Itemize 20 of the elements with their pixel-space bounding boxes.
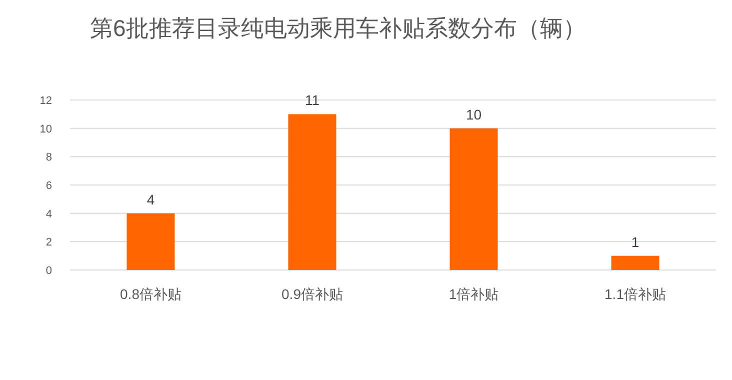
x-tick-label: 1.1倍补贴: [604, 286, 666, 302]
data-label: 10: [466, 106, 482, 122]
bar: [450, 128, 498, 270]
y-tick-label: 10: [40, 123, 52, 136]
y-tick-label: 12: [40, 95, 52, 107]
x-tick-label: 1倍补贴: [448, 286, 499, 302]
x-tick-label: 0.9倍补贴: [282, 286, 343, 302]
bar: [126, 213, 175, 270]
y-tick-label: 2: [46, 236, 52, 249]
y-tick-label: 4: [46, 208, 52, 220]
y-tick-label: 8: [46, 152, 52, 164]
y-tick-label: 6: [46, 180, 52, 192]
x-tick-label: 0.8倍补贴: [120, 286, 182, 302]
bar: [611, 256, 660, 270]
y-tick-label: 0: [46, 265, 52, 277]
data-label: 11: [304, 92, 320, 108]
data-label: 1: [631, 234, 640, 250]
chart-title: 第6批推荐目录纯电动乘用车补贴系数分布（辆）: [90, 15, 586, 41]
data-label: 4: [146, 191, 155, 208]
bar: [288, 114, 336, 270]
